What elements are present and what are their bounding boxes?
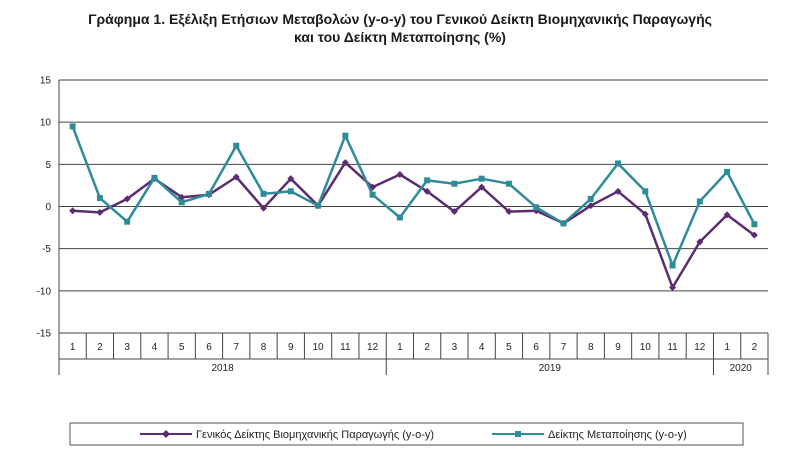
- x-tick-label: 6: [206, 342, 212, 353]
- x-tick-label: 10: [312, 342, 324, 353]
- data-point: [641, 210, 649, 218]
- data-point: [260, 190, 267, 197]
- x-tick-label: 7: [233, 342, 239, 353]
- x-tick-label: 12: [694, 342, 706, 353]
- x-tick-label: 10: [640, 342, 652, 353]
- data-point: [69, 123, 76, 130]
- grid: [59, 79, 768, 334]
- x-tick-label: 1: [70, 342, 76, 353]
- data-point: [642, 188, 649, 195]
- x-tick-label: 11: [667, 342, 678, 353]
- data-point: [260, 204, 268, 212]
- legend-box: [69, 422, 744, 446]
- x-tick-label: 9: [615, 342, 621, 353]
- data-point: [341, 159, 349, 167]
- data-point: [669, 262, 676, 269]
- x-tick-label: 5: [179, 342, 185, 353]
- data-point: [178, 199, 185, 206]
- data-point: [696, 198, 703, 205]
- data-point: [750, 231, 758, 239]
- data-point: [724, 168, 731, 175]
- x-tick-label: 2: [752, 342, 758, 353]
- data-point: [233, 142, 240, 149]
- data-point: [396, 170, 404, 178]
- data-point: [424, 177, 431, 184]
- x-tick-label: 4: [479, 342, 485, 353]
- data-point: [287, 175, 295, 183]
- data-point: [560, 220, 567, 227]
- x-tick-label: 3: [124, 342, 130, 353]
- data-point: [533, 204, 540, 211]
- data-point: [505, 208, 513, 216]
- y-tick-label: -15: [37, 329, 52, 340]
- data-point: [369, 191, 376, 198]
- x-tick-label: 1: [397, 342, 403, 353]
- data-point: [450, 208, 458, 216]
- data-point: [69, 207, 77, 215]
- data-point: [451, 180, 458, 187]
- data-point: [723, 211, 731, 219]
- x-tick-label: 9: [288, 342, 294, 353]
- year-label: 2019: [539, 363, 562, 374]
- x-tick-label: 4: [152, 342, 158, 353]
- x-tick-label: 2: [424, 342, 430, 353]
- data-point: [96, 195, 103, 202]
- chart-title-line-2: και του Δείκτη Μεταποίησης (%): [294, 29, 506, 45]
- y-tick-label: 15: [40, 76, 52, 87]
- data-point: [696, 238, 704, 246]
- legend-label-series-1: Γενικός Δείκτης Βιομηχανικής Παραγωγής (…: [196, 429, 434, 441]
- series-line-2: [71, 125, 756, 267]
- series-line-1: [72, 161, 756, 289]
- y-tick-label: -10: [37, 286, 52, 297]
- data-point: [205, 190, 212, 197]
- y-tick-label: 10: [40, 118, 52, 129]
- data-point: [587, 195, 594, 202]
- data-point: [342, 132, 349, 139]
- data-point: [232, 173, 240, 181]
- x-tick-label: 7: [561, 342, 567, 353]
- data-point: [123, 195, 131, 203]
- data-point: [315, 202, 322, 209]
- data-point: [751, 221, 758, 228]
- x-tick-label: 8: [588, 342, 594, 353]
- data-point: [96, 208, 104, 216]
- x-tick-label: 8: [261, 342, 267, 353]
- data-point: [151, 174, 158, 181]
- data-point: [124, 218, 131, 225]
- series-layer: [69, 123, 758, 291]
- data-point: [396, 214, 403, 221]
- chart-title-line-1: Γράφημα 1. Εξέλιξη Ετήσιων Μεταβολών (y-…: [88, 11, 712, 27]
- year-label: 2018: [211, 363, 234, 374]
- x-tick-label: 1: [724, 342, 730, 353]
- y-tick-label: 0: [45, 202, 51, 213]
- data-point: [478, 175, 485, 182]
- data-point: [615, 160, 622, 167]
- x-tick-label: 3: [452, 342, 458, 353]
- year-label: 2020: [730, 363, 753, 374]
- data-point: [178, 193, 186, 201]
- data-point: [505, 180, 512, 187]
- data-point: [478, 183, 486, 191]
- data-point: [287, 188, 294, 195]
- legend: Γενικός Δείκτης Βιομηχανικής Παραγωγής (…: [69, 422, 744, 446]
- x-tick-label: 11: [340, 342, 351, 353]
- x-tick-label: 2: [97, 342, 103, 353]
- data-point: [587, 202, 595, 210]
- legend-label-series-2: Δείκτης Μεταποίησης (y-o-y): [548, 429, 687, 441]
- legend-marker-series-2: [515, 431, 521, 437]
- y-axis: 15 10 5 0 -5 -10 -15: [37, 76, 60, 340]
- y-tick-label: -5: [42, 244, 51, 255]
- y-tick-label: 5: [45, 160, 51, 171]
- data-point: [423, 187, 431, 195]
- x-tick-label: 5: [506, 342, 512, 353]
- x-tick-label: 12: [367, 342, 379, 353]
- x-tick-label: 6: [533, 342, 539, 353]
- legend-marker-series-1: [162, 430, 170, 438]
- data-point: [669, 283, 677, 291]
- data-point: [614, 187, 622, 195]
